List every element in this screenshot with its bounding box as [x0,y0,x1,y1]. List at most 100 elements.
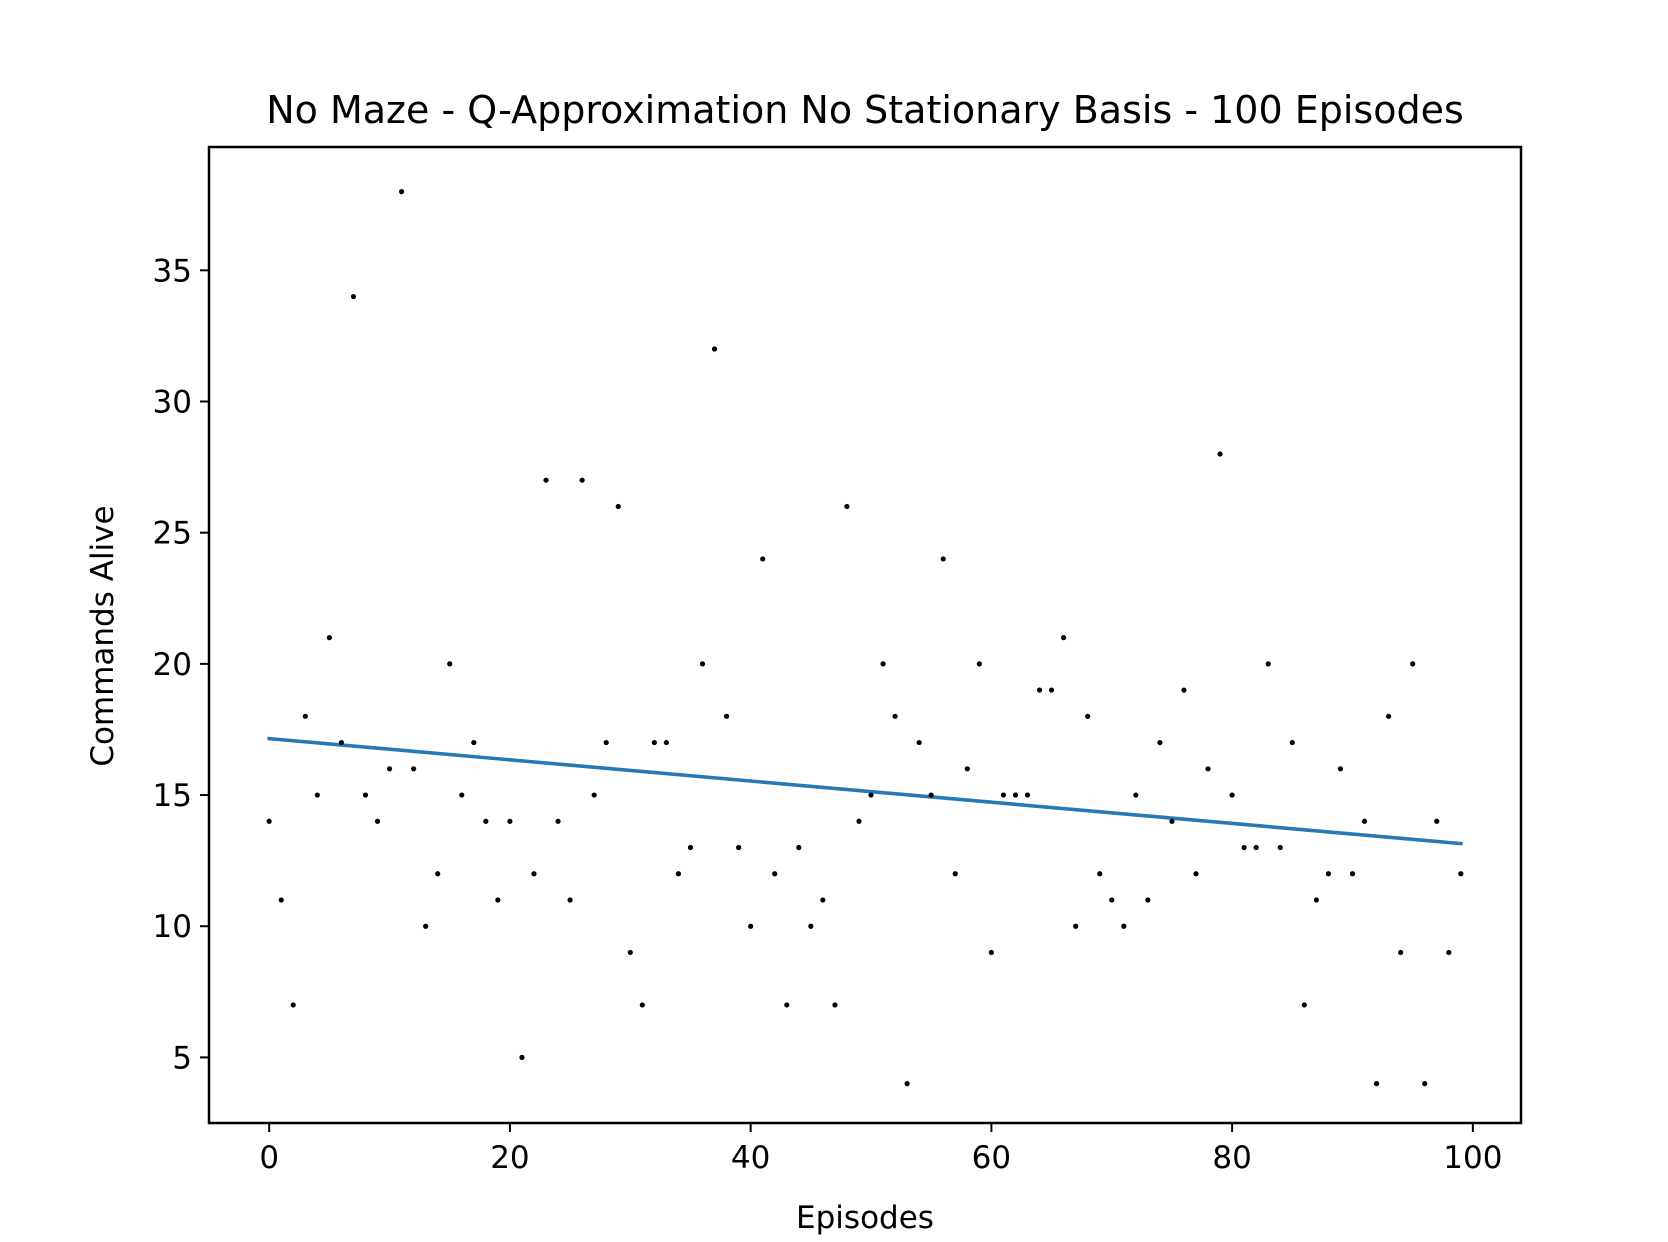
data-point [591,792,597,798]
data-point [555,818,561,824]
data-point [820,897,826,903]
data-point [519,1054,525,1061]
y-tick-label: 35 [153,253,192,289]
data-point [1349,871,1356,877]
data-point [1265,661,1271,667]
x-tick-label: 80 [1212,1140,1251,1176]
y-axis-label: Commands Alive [85,505,121,766]
y-tick-label: 10 [153,909,192,945]
data-point [856,818,862,824]
data-point [1024,792,1031,798]
data-point [760,556,766,562]
data-point [1410,661,1416,667]
data-point [266,818,272,824]
y-tick-label: 25 [153,516,192,552]
data-point [1169,818,1175,824]
data-point [1048,687,1055,693]
data-point [302,713,308,719]
data-point [350,293,357,300]
data-point [423,923,429,929]
data-point [1229,792,1235,798]
data-point [940,556,946,562]
chart-title: No Maze - Q-Approximation No Stationary … [266,88,1464,132]
data-point [1181,687,1187,693]
data-point [1121,923,1127,929]
data-point [772,871,778,877]
data-point [615,503,621,510]
data-point [663,739,669,746]
x-tick-label: 0 [259,1140,279,1176]
data-point [1097,871,1103,877]
data-point [699,661,706,667]
data-point [1036,687,1043,693]
data-point [507,818,513,824]
x-axis: 0 20 40 60 80 100 [259,1123,1502,1176]
data-point [1361,818,1368,824]
y-axis: 5 10 15 20 25 30 35 [153,253,209,1076]
data-point [1398,949,1404,956]
data-point [338,739,345,746]
data-point [1434,818,1440,824]
data-point [1313,897,1319,903]
data-point [326,635,332,641]
points-layer [266,189,1464,1087]
data-point [844,503,850,510]
trend-layer [267,736,1463,846]
data-point [916,739,922,746]
trend-line [267,736,1463,846]
data-point [531,871,537,877]
data-point [1337,766,1344,772]
data-point [952,871,958,877]
data-point [1073,923,1079,929]
data-point [1301,1002,1307,1008]
data-point [627,949,633,956]
data-point [651,739,657,746]
data-point [1217,451,1223,457]
data-point [1205,766,1211,772]
x-tick-label: 20 [490,1140,529,1176]
data-point [1109,897,1115,903]
data-point [374,818,381,824]
data-point [1253,844,1259,851]
x-axis-label: Episodes [796,1200,934,1236]
y-tick-label: 30 [153,384,192,420]
data-point [832,1002,838,1008]
data-point [784,1002,790,1008]
data-point [1000,792,1007,798]
y-tick-label: 15 [153,778,192,814]
data-point [471,739,477,746]
data-point [435,871,441,877]
data-point [736,844,742,851]
data-point [1373,1081,1380,1087]
data-point [362,792,369,798]
data-point [1446,949,1452,956]
data-point [808,923,814,929]
data-point [687,844,694,851]
data-point [314,792,320,798]
data-point [748,923,754,929]
data-point [904,1081,910,1087]
data-point [1277,844,1283,851]
data-point [723,713,730,719]
data-point [1458,871,1464,877]
data-point [278,897,284,903]
data-point [639,1002,645,1008]
data-point [711,346,718,352]
data-point [1241,844,1247,851]
data-point [398,189,405,195]
y-tick-label: 20 [153,647,192,683]
data-point [1145,897,1151,903]
data-point [1193,871,1199,877]
axes-frame [207,145,1523,1125]
x-tick-label: 60 [972,1140,1011,1176]
plot-area [207,145,1523,1125]
data-point [543,477,549,483]
data-point [411,766,417,772]
data-point [290,1002,296,1008]
data-point [495,897,501,903]
data-point [1325,871,1332,877]
y-tick-label: 5 [172,1040,192,1076]
data-point [447,661,453,667]
data-point [675,871,682,877]
